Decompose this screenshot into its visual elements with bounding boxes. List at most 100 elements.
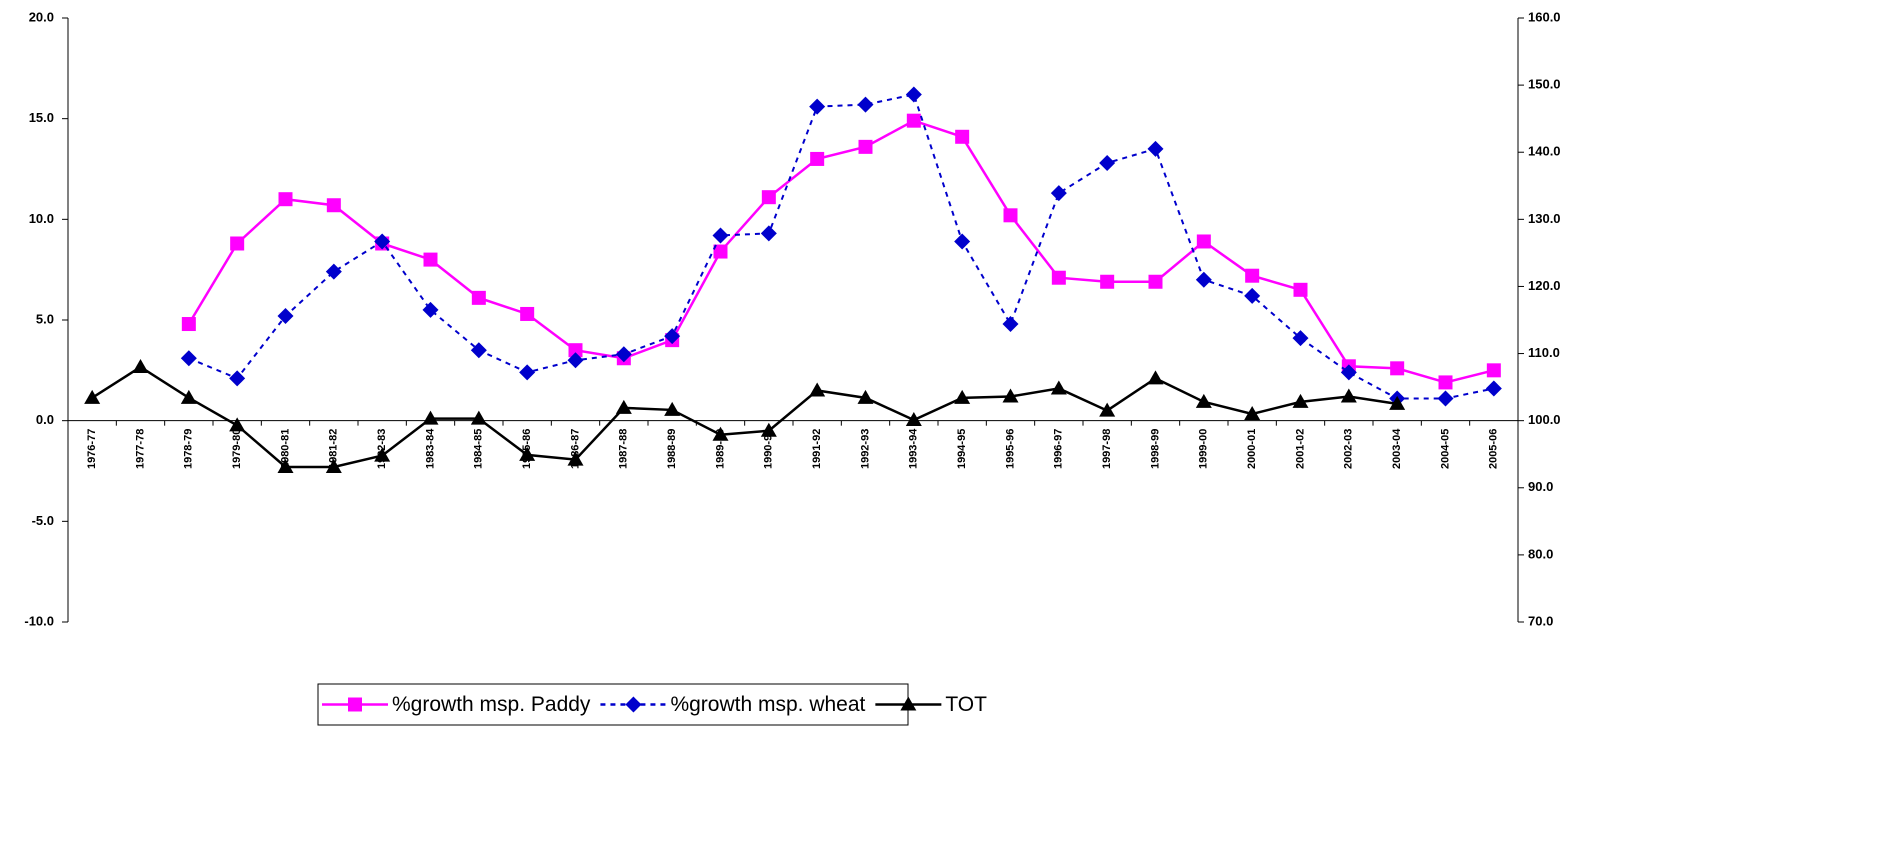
marker xyxy=(954,233,971,250)
marker xyxy=(1002,316,1019,333)
marker xyxy=(1195,271,1212,288)
marker xyxy=(900,696,917,711)
marker xyxy=(1099,154,1116,171)
marker xyxy=(1438,375,1453,390)
marker xyxy=(625,696,642,713)
marker xyxy=(1245,268,1260,283)
marker xyxy=(857,389,874,404)
marker xyxy=(1486,363,1501,378)
marker xyxy=(520,306,535,321)
marker xyxy=(567,352,584,369)
marker xyxy=(1051,270,1066,285)
marker xyxy=(1437,390,1454,407)
marker xyxy=(1244,405,1261,420)
x-tick-label: 2003-04 xyxy=(1391,428,1403,469)
x-tick-label: 2004-05 xyxy=(1439,429,1451,469)
y2-tick-label: 160.0 xyxy=(1528,9,1561,24)
marker xyxy=(470,410,487,425)
marker xyxy=(1293,282,1308,297)
marker xyxy=(180,389,197,404)
marker xyxy=(809,382,826,397)
marker xyxy=(277,307,294,324)
marker xyxy=(1340,364,1357,381)
marker xyxy=(1244,287,1261,304)
marker xyxy=(1390,361,1405,376)
y-tick-label: -5.0 xyxy=(32,513,54,528)
marker xyxy=(230,236,245,251)
y2-tick-label: 90.0 xyxy=(1528,479,1553,494)
marker xyxy=(519,446,536,461)
marker xyxy=(1050,185,1067,202)
marker xyxy=(519,364,536,381)
x-tick-label: 1992-93 xyxy=(859,429,871,469)
marker xyxy=(955,129,970,144)
x-tick-label: 1980-81 xyxy=(279,429,291,469)
y-tick-label: 10.0 xyxy=(29,211,54,226)
marker xyxy=(229,370,246,387)
marker xyxy=(181,317,196,332)
y2-tick-label: 70.0 xyxy=(1528,613,1553,628)
y2-tick-label: 120.0 xyxy=(1528,278,1561,293)
marker xyxy=(470,342,487,359)
marker xyxy=(664,328,681,345)
marker xyxy=(423,252,438,267)
marker xyxy=(905,411,922,426)
x-tick-label: 1987-88 xyxy=(618,429,630,469)
marker xyxy=(325,263,342,280)
y2-tick-label: 80.0 xyxy=(1528,546,1553,561)
x-tick-label: 1997-98 xyxy=(1101,429,1113,469)
x-tick-label: 2000-01 xyxy=(1246,429,1258,469)
marker xyxy=(760,225,777,242)
marker xyxy=(326,198,341,213)
x-tick-label: 1996-97 xyxy=(1053,429,1065,469)
x-tick-label: 2001-02 xyxy=(1294,429,1306,469)
marker xyxy=(1099,402,1116,417)
x-tick-label: 1983-84 xyxy=(424,428,436,469)
legend-label: %growth msp. wheat xyxy=(670,693,865,716)
marker xyxy=(1485,380,1502,397)
marker xyxy=(567,451,584,466)
series-line xyxy=(188,93,1495,400)
marker xyxy=(857,96,874,113)
x-tick-label: 1998-99 xyxy=(1149,429,1161,469)
y-tick-label: 20.0 xyxy=(29,9,54,24)
marker xyxy=(1195,393,1212,408)
marker xyxy=(1389,395,1406,410)
marker xyxy=(1292,393,1309,408)
marker xyxy=(1147,370,1164,385)
marker xyxy=(1100,274,1115,289)
marker xyxy=(713,244,728,259)
marker xyxy=(905,86,922,103)
x-tick-label: 1991-92 xyxy=(811,429,823,469)
x-tick-label: 1977-78 xyxy=(134,429,146,469)
marker xyxy=(422,410,439,425)
x-tick-label: 2005-06 xyxy=(1488,429,1500,469)
marker xyxy=(615,399,632,414)
marker xyxy=(906,113,921,128)
marker xyxy=(1148,274,1163,289)
marker xyxy=(132,358,149,373)
x-tick-label: 1979-80 xyxy=(231,429,243,469)
legend-label: %growth msp. Paddy xyxy=(392,693,591,716)
series-line xyxy=(91,365,1398,469)
marker xyxy=(1050,380,1067,395)
marker xyxy=(1292,330,1309,347)
marker xyxy=(1196,234,1211,249)
x-tick-label: 1988-89 xyxy=(666,429,678,469)
y2-tick-label: 100.0 xyxy=(1528,412,1561,427)
marker xyxy=(1340,388,1357,403)
x-tick-label: 1990-91 xyxy=(763,429,775,469)
marker xyxy=(712,426,729,441)
marker xyxy=(615,346,632,363)
marker xyxy=(374,447,391,462)
y-tick-label: -10.0 xyxy=(24,613,54,628)
x-tick-label: 1981-82 xyxy=(328,429,340,469)
legend-label: TOT xyxy=(945,693,987,716)
marker xyxy=(180,350,197,367)
x-tick-label: 1976-77 xyxy=(86,429,98,469)
marker xyxy=(1003,208,1018,223)
y2-tick-label: 110.0 xyxy=(1528,345,1560,360)
x-tick-label: 1994-95 xyxy=(956,429,968,469)
y2-tick-label: 130.0 xyxy=(1528,211,1561,226)
